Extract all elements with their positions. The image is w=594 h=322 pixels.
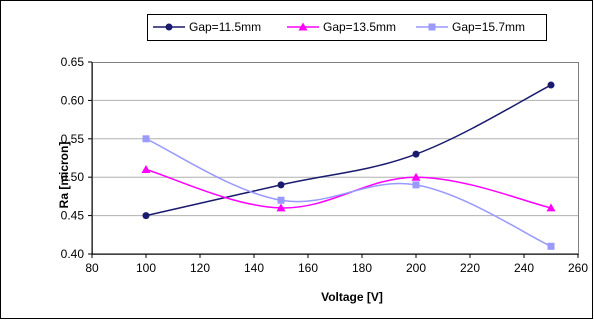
data-point bbox=[547, 242, 555, 250]
data-point bbox=[547, 81, 555, 89]
y-axis-title: Ra [micron] bbox=[57, 142, 71, 209]
series-layer bbox=[141, 81, 556, 250]
y-axis-ticks: 0.40 0.45 0.50 0.55 0.60 0.65 bbox=[61, 55, 92, 261]
series-line bbox=[145, 138, 552, 248]
x-tick-label: 160 bbox=[298, 261, 318, 275]
legend-marker bbox=[165, 23, 173, 31]
data-point bbox=[141, 165, 151, 174]
x-tick-label: 100 bbox=[136, 261, 156, 275]
legend-marker bbox=[298, 22, 308, 31]
legend-label: Gap=13.5mm bbox=[323, 20, 396, 34]
data-point bbox=[142, 135, 150, 143]
legend: Gap=11.5mm Gap=13.5mm Gap=15.7mm bbox=[147, 14, 547, 41]
x-axis-title: Voltage [V] bbox=[321, 290, 383, 304]
y-tick-label: 0.65 bbox=[61, 55, 85, 69]
data-point bbox=[546, 203, 556, 212]
y-tick-label: 0.40 bbox=[61, 247, 85, 261]
data-point bbox=[411, 172, 421, 181]
y-tick-label: 0.50 bbox=[61, 170, 85, 184]
grid-lines bbox=[92, 99, 578, 217]
x-tick-label: 260 bbox=[568, 261, 588, 275]
x-tick-label: 200 bbox=[406, 261, 426, 275]
legend-entry: Gap=11.5mm bbox=[153, 20, 261, 34]
data-point bbox=[412, 150, 420, 158]
legend-marker bbox=[428, 23, 436, 31]
x-tick-label: 120 bbox=[190, 261, 210, 275]
series-1 bbox=[142, 81, 555, 220]
series-3 bbox=[142, 135, 555, 250]
y-tick-label: 0.55 bbox=[61, 132, 85, 146]
x-axis-ticks: 80 100 120 140 160 180 200 220 240 260 bbox=[85, 62, 588, 275]
data-point bbox=[277, 196, 285, 204]
data-point bbox=[412, 181, 420, 189]
x-tick-label: 80 bbox=[85, 261, 99, 275]
data-point bbox=[277, 181, 285, 189]
y-tick-label: 0.45 bbox=[61, 209, 85, 223]
legend-box bbox=[147, 14, 547, 41]
x-tick-label: 220 bbox=[460, 261, 480, 275]
x-tick-label: 240 bbox=[514, 261, 534, 275]
x-tick-label: 140 bbox=[244, 261, 264, 275]
series-line bbox=[145, 84, 552, 217]
legend-entry: Gap=15.7mm bbox=[416, 20, 525, 34]
legend-label: Gap=15.7mm bbox=[452, 20, 525, 34]
legend-items: Gap=11.5mm Gap=13.5mm Gap=15.7mm bbox=[153, 20, 525, 34]
data-point bbox=[142, 212, 150, 220]
data-point bbox=[276, 203, 286, 212]
plot-area bbox=[92, 62, 579, 255]
x-tick-label: 180 bbox=[352, 261, 372, 275]
legend-label: Gap=11.5mm bbox=[189, 20, 261, 34]
y-tick-label: 0.60 bbox=[61, 93, 85, 107]
legend-entry: Gap=13.5mm bbox=[287, 20, 396, 34]
